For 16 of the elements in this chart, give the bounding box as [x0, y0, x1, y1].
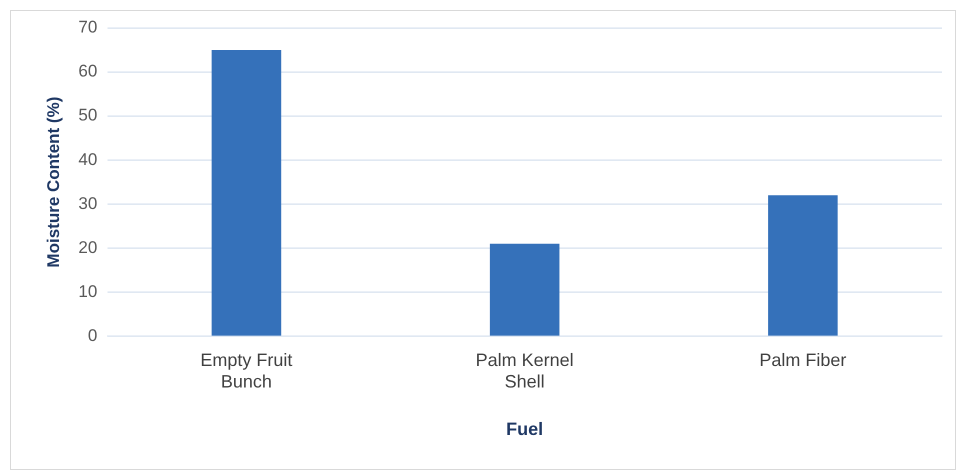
y-tick-label: 20 — [78, 238, 98, 257]
x-tick-label: Empty Fruit Bunch — [200, 350, 292, 392]
y-tick-label: 30 — [78, 194, 98, 213]
y-tick-label: 50 — [78, 106, 98, 125]
y-tick-label: 60 — [78, 62, 98, 81]
y-axis-title: Moisture Content (%) — [44, 96, 63, 268]
y-tick-label: 0 — [88, 326, 98, 345]
y-tick-label: 10 — [78, 282, 98, 301]
y-tick-label: 70 — [78, 18, 98, 37]
x-tick-label: Palm Kernel Shell — [476, 350, 574, 392]
bar — [490, 244, 560, 336]
bar — [212, 50, 282, 336]
x-axis-title: Fuel — [506, 419, 544, 440]
y-tick-label: 40 — [78, 150, 98, 169]
bar — [768, 195, 838, 336]
x-tick-label: Palm Fiber — [759, 350, 846, 370]
